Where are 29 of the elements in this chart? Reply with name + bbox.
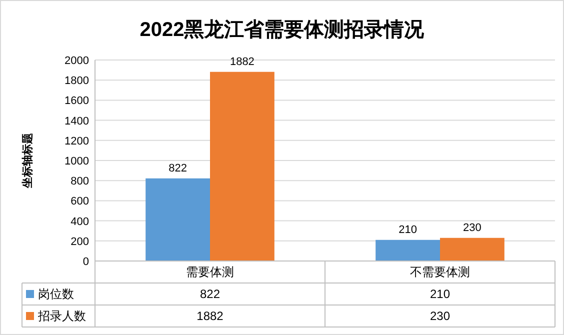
x-tick-label: 需要体测 (186, 265, 234, 279)
data-label: 210 (398, 224, 417, 236)
legend-label: 岗位数 (38, 287, 74, 301)
bar (146, 178, 210, 261)
text: 1882 (196, 309, 224, 323)
data-label: 822 (168, 162, 187, 174)
x-tick-label: 不需要体测 (410, 265, 470, 279)
y-tick-label: 600 (70, 196, 89, 208)
bar (440, 238, 504, 261)
legend-label: 招录人数 (37, 309, 86, 323)
y-tick-label: 1200 (64, 135, 89, 148)
text: 230 (430, 309, 450, 323)
y-tick-label: 1800 (64, 75, 89, 88)
data-label: 1882 (230, 56, 254, 68)
data-label: 230 (463, 222, 482, 234)
text: 210 (430, 287, 450, 301)
y-tick-label: 1400 (64, 115, 89, 128)
text: 822 (200, 287, 220, 301)
bar (376, 240, 440, 261)
y-tick-label: 2000 (64, 55, 89, 67)
y-tick-label: 0 (82, 256, 89, 268)
chart-title: 2022黑龙江省需要体测招录情况 (140, 19, 426, 41)
y-tick-label: 1000 (64, 156, 89, 168)
y-tick-label: 200 (70, 236, 89, 248)
bar (210, 72, 274, 261)
y-tick-label: 1600 (64, 95, 89, 108)
y-tick-label: 400 (70, 216, 89, 228)
y-axis-title: 坐标轴标题 (21, 133, 34, 189)
y-tick-label: 800 (70, 176, 89, 188)
